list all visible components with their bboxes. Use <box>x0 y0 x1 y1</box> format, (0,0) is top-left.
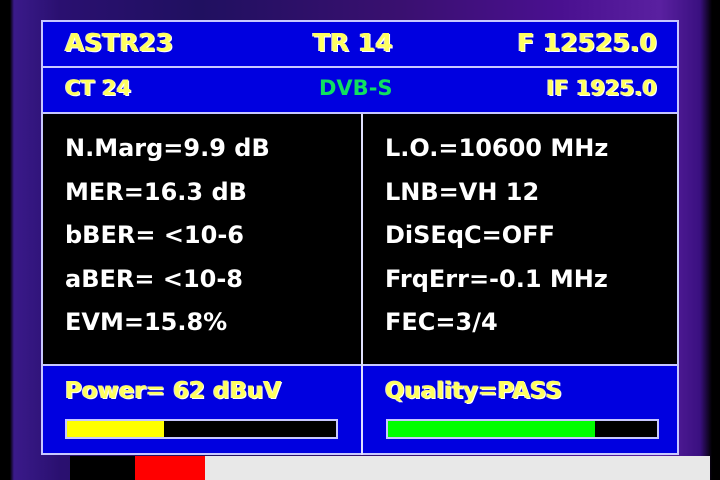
power-bar <box>65 419 338 439</box>
power-bar-fill <box>67 421 164 437</box>
quality-label: Quality=PASS <box>385 378 563 404</box>
quality-bar <box>386 419 659 439</box>
channel: CT 24 <box>65 76 132 100</box>
meter-osd-panel: ASTR23 TR 14 F 12525.0 CT 24 DVB-S IF 19… <box>41 20 679 455</box>
measurement-left: MER=16.3 dB <box>65 177 247 206</box>
power-label: Power= 62 dBuV <box>65 378 282 404</box>
satellite-name: ASTR23 <box>65 28 174 57</box>
level-section: Power= 62 dBuV Quality=PASS <box>43 364 677 455</box>
header-row-1: ASTR23 TR 14 F 12525.0 <box>43 22 677 68</box>
frequency: F 12525.0 <box>517 28 657 57</box>
if-frequency: IF 1925.0 <box>546 76 657 100</box>
header-row-2: CT 24 DVB-S IF 1925.0 <box>43 68 677 114</box>
measurement-right: L.O.=10600 MHz <box>385 134 609 162</box>
measurement-left: EVM=15.8% <box>65 308 228 336</box>
quality-bar-fill <box>388 421 596 437</box>
background-strip <box>205 456 710 480</box>
measurement-right: FrqErr=-0.1 MHz <box>385 264 608 293</box>
measurement-left: bBER= <10-6 <box>65 221 244 249</box>
measurement-right: FEC=3/4 <box>385 308 498 336</box>
measurement-left: aBER= <10-8 <box>65 264 243 293</box>
measurement-right: DiSEqC=OFF <box>385 221 555 249</box>
standard: DVB-S <box>319 76 393 100</box>
measurement-right: LNB=VH 12 <box>385 177 540 206</box>
column-divider <box>361 114 363 455</box>
measurement-left: N.Marg=9.9 dB <box>65 134 270 162</box>
background-strip <box>70 456 135 480</box>
measurements: N.Marg=9.9 dB MER=16.3 dB bBER= <10-6 aBER=… <box>43 114 677 364</box>
transponder: TR 14 <box>313 28 393 57</box>
background-strip <box>135 456 205 480</box>
